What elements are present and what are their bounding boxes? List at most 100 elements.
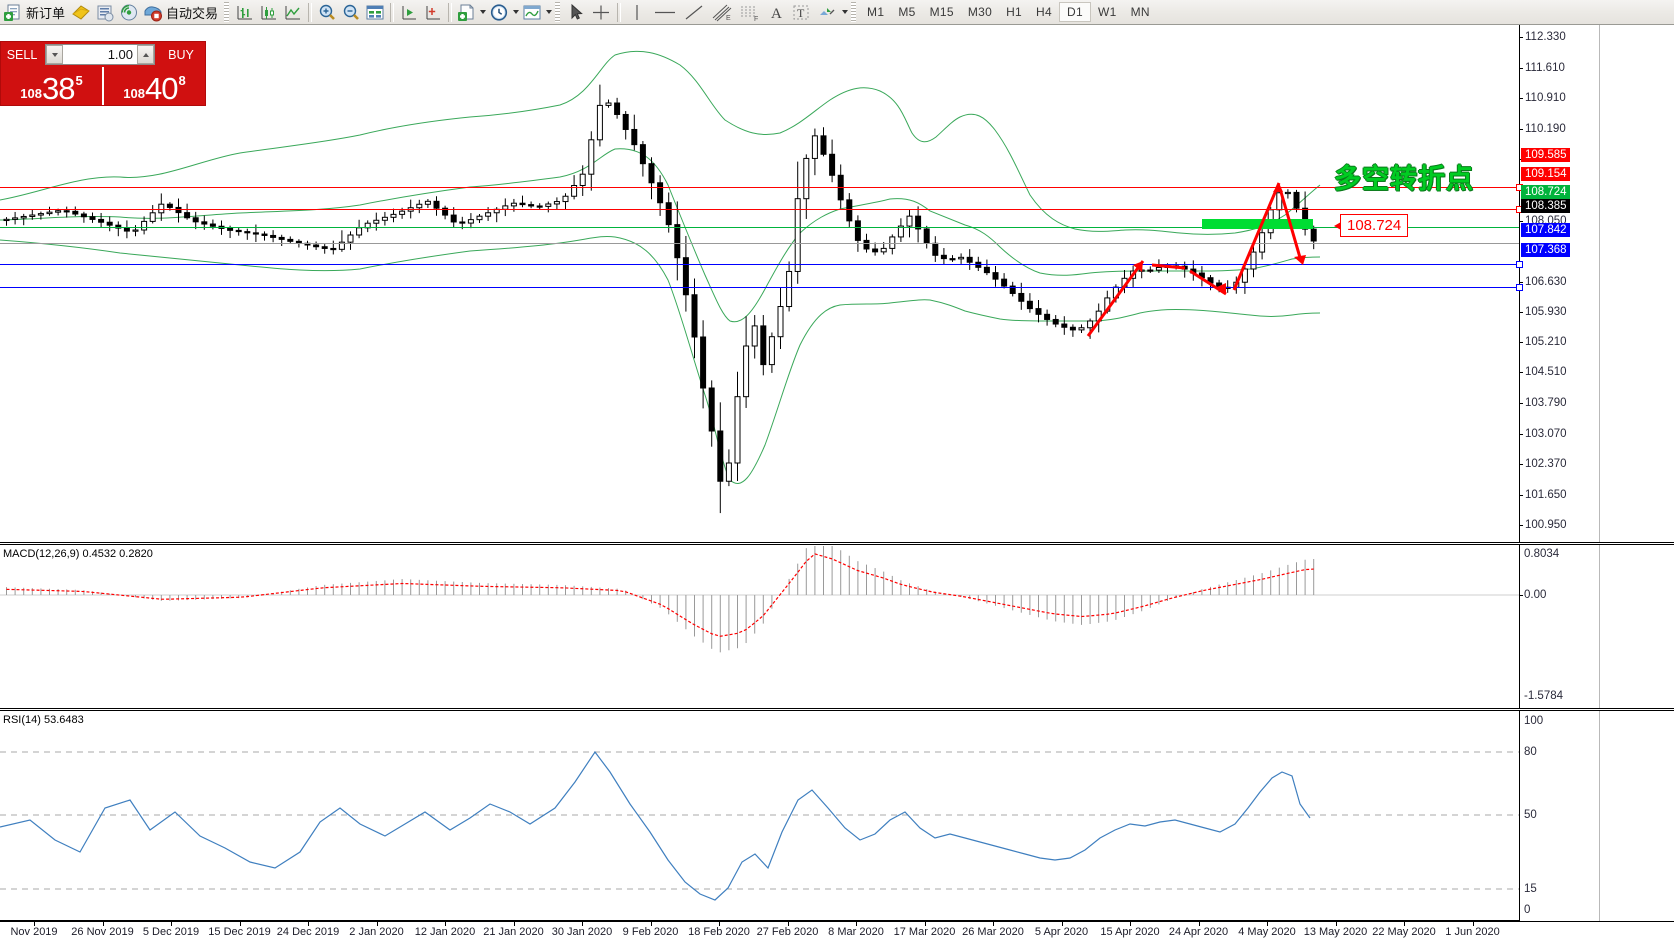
main-toolbar: 新订单 (0, 0, 1674, 25)
volume-stepper[interactable]: 1.00 (45, 44, 155, 65)
period-button[interactable] (487, 1, 511, 23)
price-line-handle[interactable] (1516, 261, 1523, 268)
date-tick-mark (171, 922, 172, 926)
data-window-button[interactable] (363, 1, 387, 23)
line-chart-button[interactable] (281, 1, 305, 23)
price-level-badge-108385[interactable]: 108.385 (1521, 199, 1570, 214)
new-order-button[interactable]: 新订单 (2, 1, 69, 23)
timeframe-m15[interactable]: M15 (929, 5, 954, 19)
price-tick-mark (1519, 434, 1523, 436)
toolbar-separator-2 (390, 2, 395, 22)
tools-button[interactable] (69, 1, 93, 23)
price-line-107842[interactable] (0, 261, 1523, 268)
vline-button[interactable] (624, 1, 650, 23)
price-level-badge-107842[interactable]: 107.842 (1521, 222, 1570, 237)
date-tick-label: 1 Jun 2020 (1445, 926, 1500, 938)
rsi-panel[interactable]: RSI(14) 53.6483 (0, 712, 1519, 921)
toolbar-grip-2[interactable] (555, 2, 561, 22)
panel-separator-rsi (0, 708, 1674, 711)
price-axis-right-edge (1599, 25, 1600, 923)
indicators-button[interactable] (455, 1, 478, 23)
templates-dropdown-arrow[interactable] (544, 2, 553, 22)
timeframe-w1[interactable]: W1 (1097, 5, 1117, 19)
date-tick-mark (787, 922, 789, 926)
date-tick-label: 4 May 2020 (1238, 926, 1296, 938)
chart-area[interactable]: USDJPY-,Daily 109.616 109.616 108.228 10… (0, 25, 1674, 948)
buy-price[interactable]: 108 40 8 (102, 67, 205, 105)
tools-icon (72, 4, 90, 20)
price-tick-mark (1519, 281, 1523, 283)
toolbar-grip-3[interactable] (851, 2, 857, 22)
macd-tick-mark (1519, 595, 1523, 596)
timeframe-h1[interactable]: H1 (1006, 5, 1023, 19)
buy-button[interactable]: BUY (157, 42, 205, 67)
timeframe-m5[interactable]: M5 (898, 5, 916, 19)
shift-end-button[interactable] (421, 1, 445, 23)
price-level-badge-108724[interactable]: 108.724 (1521, 184, 1570, 199)
zoom-out-button[interactable] (339, 1, 363, 23)
label-button[interactable]: T (788, 1, 814, 23)
shift-start-button[interactable] (397, 1, 421, 23)
crosshair-button[interactable] (588, 1, 614, 23)
date-tick-label: 5 Dec 2019 (142, 926, 200, 938)
price-tick-label: 105.210 (1525, 336, 1567, 349)
timeframe-h4[interactable]: H4 (1036, 5, 1052, 19)
toolbar-grip[interactable] (224, 2, 230, 22)
objects-dropdown-arrow[interactable] (840, 2, 849, 22)
supply-zone-rectangle[interactable] (1202, 219, 1313, 229)
date-tick-mark (650, 922, 652, 926)
price-tick-mark (1519, 129, 1523, 131)
history-center-button[interactable] (93, 1, 117, 23)
price-tick-label: 103.070 (1525, 428, 1567, 441)
price-line-107368[interactable] (0, 284, 1523, 291)
equidistant-channel-button[interactable]: E (708, 1, 736, 23)
text-button[interactable]: A (764, 1, 788, 23)
volume-input[interactable]: 1.00 (107, 47, 133, 62)
timeframe-m30[interactable]: M30 (967, 5, 993, 19)
date-tick-mark (1130, 922, 1131, 926)
price-panel[interactable]: 多空转折点 108.724 (0, 25, 1523, 540)
sell-button[interactable]: SELL (1, 42, 43, 67)
sell-price-sup: 5 (75, 73, 83, 88)
period-dropdown-arrow[interactable] (511, 2, 520, 22)
price-tick-label: 100.950 (1525, 519, 1567, 531)
candlestick-chart-button[interactable] (257, 1, 281, 23)
price-line-109154[interactable] (0, 206, 1523, 213)
bar-chart-button[interactable] (233, 1, 257, 23)
fibonacci-button[interactable]: F (736, 1, 764, 23)
templates-button[interactable] (520, 1, 544, 23)
objects-button[interactable] (814, 1, 840, 23)
price-line-108724[interactable] (0, 227, 1519, 228)
hline-button[interactable] (650, 1, 680, 23)
price-line-109585[interactable] (0, 184, 1523, 191)
date-tick-mark (445, 922, 446, 926)
rsi-tick-label: 50 (1524, 809, 1537, 821)
trendline-button[interactable] (680, 1, 708, 23)
date-tick-mark (1404, 922, 1405, 926)
price-axis-divider (1519, 25, 1520, 923)
volume-decrease-button[interactable] (46, 45, 63, 64)
timeframe-m1[interactable]: M1 (867, 5, 885, 19)
one-click-trading-panel[interactable]: SELL 1.00 BUY 108 38 5 108 40 8 (0, 41, 206, 106)
shift-start-icon (402, 5, 417, 19)
price-level-badge-109154[interactable]: 109.154 (1521, 166, 1570, 181)
price-axis: 112.330111.610110.910110.190109.490108.0… (1519, 25, 1599, 540)
indicators-dropdown-arrow[interactable] (478, 2, 487, 22)
macd-panel[interactable]: MACD(12,26,9) 0.4532 0.2820 (0, 546, 1519, 705)
signals-button[interactable] (117, 1, 141, 23)
volume-increase-button[interactable] (137, 45, 154, 64)
price-tick-mark (1519, 220, 1523, 222)
price-tick-mark (1519, 68, 1523, 70)
auto-trading-button[interactable]: 自动交易 (141, 1, 222, 23)
macd-axis: 0.8034 0.00 -1.5784 (1519, 546, 1599, 705)
timeframe-mn[interactable]: MN (1130, 5, 1150, 19)
cursor-button[interactable] (564, 1, 588, 23)
timeframe-d1[interactable]: D1 (1059, 2, 1091, 22)
price-level-badge-107368[interactable]: 107.368 (1521, 243, 1570, 258)
sell-price[interactable]: 108 38 5 (1, 67, 102, 105)
price-line-handle[interactable] (1516, 284, 1523, 291)
price-level-badge-109585[interactable]: 109.585 (1521, 148, 1570, 163)
zoom-in-button[interactable] (315, 1, 339, 23)
price-tick-mark (1519, 403, 1523, 405)
trendline-icon (685, 5, 703, 19)
